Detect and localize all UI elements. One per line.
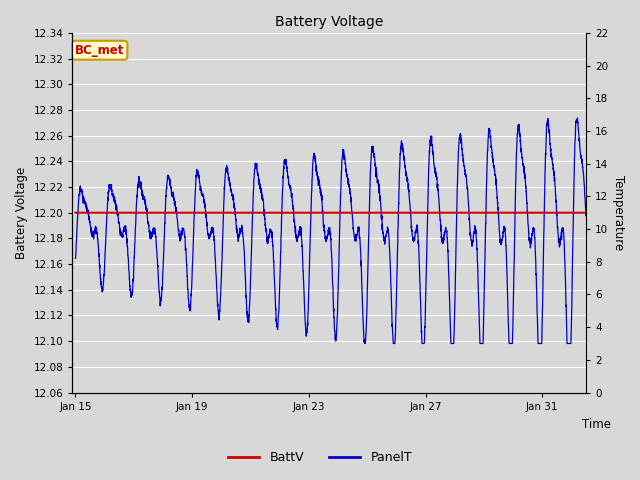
Legend: BattV, PanelT: BattV, PanelT — [223, 446, 417, 469]
Text: BC_met: BC_met — [75, 44, 124, 57]
Title: Battery Voltage: Battery Voltage — [275, 15, 383, 29]
X-axis label: Time: Time — [582, 418, 611, 431]
Y-axis label: Battery Voltage: Battery Voltage — [15, 167, 28, 259]
Y-axis label: Temperature: Temperature — [612, 175, 625, 251]
